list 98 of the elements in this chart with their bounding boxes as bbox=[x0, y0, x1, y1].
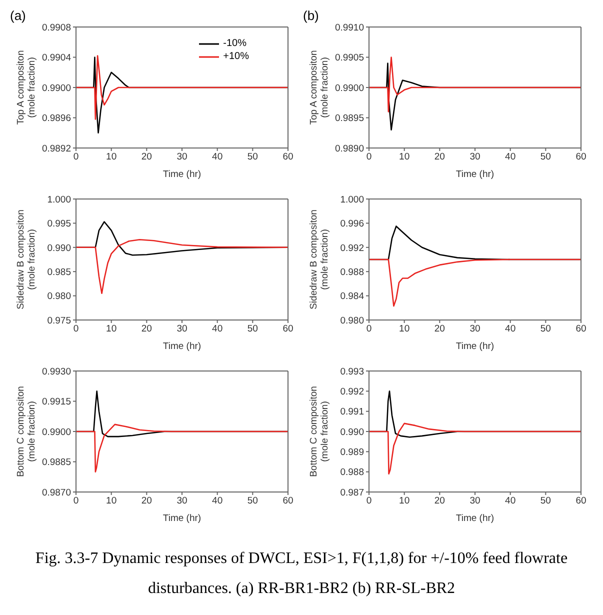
y-tick-label: 0.993 bbox=[340, 366, 364, 378]
y-tick-label: 0.9905 bbox=[334, 52, 364, 64]
x-tick-label: 30 bbox=[176, 152, 188, 163]
x-tick-label: 60 bbox=[576, 496, 586, 507]
y-tick-label: 1.000 bbox=[47, 194, 71, 206]
y-tick-label: 0.991 bbox=[340, 406, 364, 418]
y-tick-label: 0.9892 bbox=[42, 143, 71, 154]
y-tick-label: 0.9908 bbox=[42, 22, 71, 34]
y-tick-label: 0.992 bbox=[340, 242, 364, 254]
x-tick-label: 50 bbox=[247, 496, 258, 507]
x-tick-label: 60 bbox=[576, 324, 586, 335]
y-tick-label: 0.9904 bbox=[42, 52, 71, 64]
y-tick-label: 0.9910 bbox=[334, 22, 364, 34]
x-axis-title: Time (hr) bbox=[456, 341, 494, 352]
x-tick-label: 30 bbox=[470, 496, 480, 507]
y-tick-label: 0.9900 bbox=[334, 82, 364, 94]
x-tick-label: 10 bbox=[399, 324, 410, 335]
y-tick-label: 0.989 bbox=[340, 447, 364, 458]
x-tick-label: 40 bbox=[505, 324, 516, 335]
x-tick-label: 40 bbox=[212, 152, 223, 163]
x-tick-label: 30 bbox=[470, 152, 480, 163]
y-tick-label: 0.987 bbox=[340, 487, 364, 498]
y-tick-label: 0.9900 bbox=[42, 426, 71, 438]
x-tick-label: 10 bbox=[106, 496, 117, 507]
y-tick-label: 0.975 bbox=[47, 315, 71, 326]
x-tick-label: 40 bbox=[505, 152, 516, 163]
x-tick-label: 0 bbox=[366, 324, 372, 335]
chart-title: (b) bbox=[303, 8, 319, 23]
y-tick-label: 0.9870 bbox=[42, 487, 71, 498]
x-tick-label: 10 bbox=[399, 496, 410, 507]
y-tick-label: 0.984 bbox=[340, 291, 364, 302]
y-tick-label: 0.992 bbox=[340, 386, 364, 398]
y-tick-label: 0.980 bbox=[340, 315, 364, 326]
x-axis-title: Time (hr) bbox=[456, 513, 494, 524]
y-axis-title: Sidedraw B compositon (mole fraction) bbox=[16, 210, 38, 310]
y-tick-label: 0.9885 bbox=[42, 457, 71, 468]
x-tick-label: 40 bbox=[212, 496, 223, 507]
y-tick-label: 0.9895 bbox=[334, 113, 364, 124]
x-tick-label: 20 bbox=[434, 152, 445, 163]
y-axis-title: Sidedraw B compositon (mole fraction) bbox=[308, 210, 330, 310]
x-tick-label: 30 bbox=[470, 324, 480, 335]
x-tick-label: 20 bbox=[434, 324, 445, 335]
y-tick-label: 0.990 bbox=[47, 242, 71, 254]
x-tick-label: 0 bbox=[73, 152, 79, 163]
x-tick-label: 10 bbox=[106, 324, 117, 335]
x-tick-label: 30 bbox=[176, 324, 188, 335]
y-tick-label: 0.9930 bbox=[42, 366, 71, 378]
x-tick-label: 50 bbox=[540, 324, 551, 335]
x-tick-label: 60 bbox=[576, 152, 586, 163]
line-series bbox=[369, 258, 581, 307]
y-axis-title: Bottom C compositon (mole fraction) bbox=[16, 386, 38, 477]
line-series bbox=[369, 56, 581, 112]
legend-label: +10% bbox=[223, 50, 249, 63]
x-tick-label: 50 bbox=[540, 152, 551, 163]
x-axis-title: Time (hr) bbox=[456, 169, 494, 180]
x-tick-label: 30 bbox=[176, 496, 188, 507]
x-tick-label: 40 bbox=[212, 324, 223, 335]
y-tick-label: 0.9915 bbox=[42, 396, 71, 408]
y-tick-label: 1.000 bbox=[340, 194, 364, 206]
y-tick-label: 0.988 bbox=[340, 467, 364, 478]
line-series bbox=[76, 239, 288, 294]
x-tick-label: 0 bbox=[366, 496, 372, 507]
y-tick-label: 0.9896 bbox=[42, 113, 71, 124]
line-series bbox=[76, 424, 288, 472]
y-tick-label: 0.9890 bbox=[334, 143, 364, 154]
y-tick-label: 0.980 bbox=[47, 291, 71, 302]
x-tick-label: 0 bbox=[73, 324, 79, 335]
x-tick-label: 50 bbox=[540, 496, 551, 507]
x-axis-title: Time (hr) bbox=[162, 513, 202, 524]
x-tick-label: 20 bbox=[434, 496, 445, 507]
x-tick-label: 20 bbox=[141, 324, 152, 335]
caption: Fig. 3.3-7 Dynamic responses of DWCL, ESI>1, F(1,1,8) for +/-10% feed flowrate disturbances. (a) RR-BR1-BR2 (b) RR-SL-BR2 bbox=[34, 549, 569, 599]
chart-title: (a) bbox=[10, 8, 26, 23]
y-axis-title: Bottom C compositon (mole fraction) bbox=[308, 386, 330, 477]
y-axis-title: Top A compositon (mole fraction) bbox=[308, 50, 330, 125]
y-tick-label: 0.9900 bbox=[42, 82, 71, 94]
legend-label: -10% bbox=[223, 37, 246, 50]
y-tick-label: 0.990 bbox=[340, 426, 364, 438]
y-tick-label: 0.996 bbox=[340, 218, 364, 230]
x-tick-label: 0 bbox=[73, 496, 79, 507]
y-tick-label: 0.985 bbox=[47, 266, 71, 278]
x-tick-label: 50 bbox=[247, 152, 258, 163]
x-tick-label: 10 bbox=[399, 152, 410, 163]
x-tick-label: 60 bbox=[282, 152, 294, 163]
x-axis-title: Time (hr) bbox=[162, 169, 202, 180]
x-tick-label: 20 bbox=[141, 152, 152, 163]
y-tick-label: 0.995 bbox=[47, 218, 71, 230]
x-axis-title: Time (hr) bbox=[162, 341, 202, 352]
x-tick-label: 20 bbox=[141, 496, 152, 507]
x-tick-label: 60 bbox=[282, 496, 294, 507]
x-tick-label: 50 bbox=[247, 324, 258, 335]
x-tick-label: 40 bbox=[505, 496, 516, 507]
y-axis-title: Top A compositon (mole fraction) bbox=[16, 50, 38, 125]
x-tick-label: 60 bbox=[282, 324, 294, 335]
x-tick-label: 10 bbox=[106, 152, 117, 163]
line-series bbox=[369, 422, 581, 474]
x-tick-label: 0 bbox=[366, 152, 372, 163]
y-tick-label: 0.988 bbox=[340, 266, 364, 278]
